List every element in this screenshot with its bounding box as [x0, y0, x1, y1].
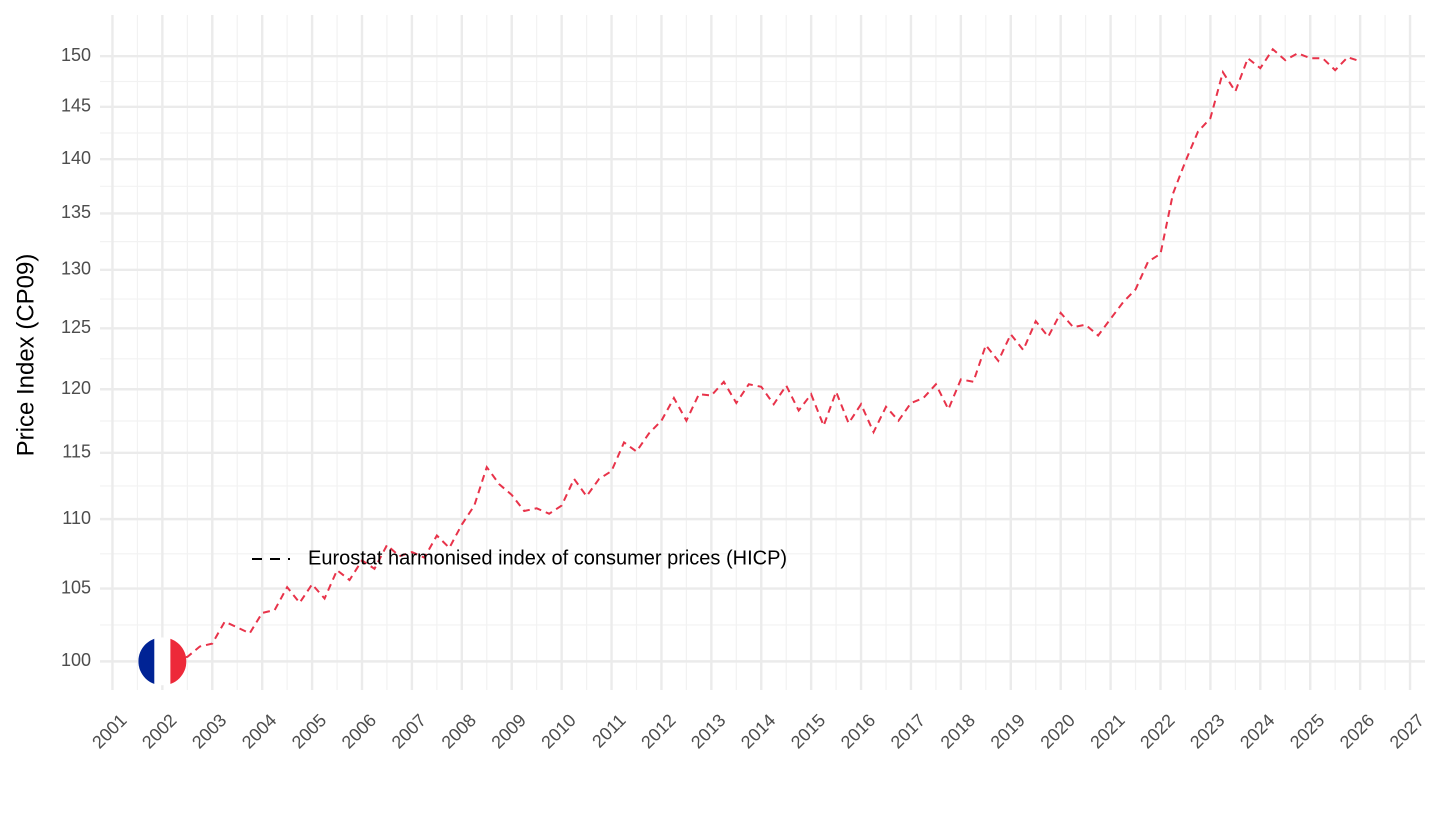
x-tick-label: 2006 — [338, 710, 380, 752]
x-tick-label: 2002 — [138, 710, 180, 752]
x-tick-label: 2015 — [787, 710, 829, 752]
y-tick-label: 150 — [61, 45, 91, 65]
y-tick-label: 115 — [62, 442, 91, 462]
x-tick-label: 2016 — [837, 710, 879, 752]
x-tick-label: 2020 — [1036, 710, 1078, 752]
x-tick-label: 2025 — [1286, 710, 1328, 752]
x-tick-label: 2022 — [1136, 710, 1178, 752]
x-tick-label: 2005 — [288, 710, 330, 752]
flag-blue — [138, 637, 155, 686]
y-tick-label: 100 — [61, 650, 91, 670]
y-tick-label: 140 — [61, 148, 91, 168]
x-tick-label: 2001 — [88, 710, 130, 752]
x-tick-label: 2027 — [1386, 710, 1428, 752]
y-tick-label: 120 — [61, 378, 91, 398]
x-tick-label: 2013 — [687, 710, 729, 752]
legend-label: Eurostat harmonised index of consumer pr… — [308, 547, 787, 569]
y-tick-label: 125 — [61, 317, 91, 337]
flag-red — [170, 637, 187, 686]
y-tick-label: 110 — [62, 508, 91, 528]
x-tick-label: 2012 — [637, 710, 679, 752]
grid — [100, 15, 1425, 690]
x-tick-label: 2007 — [388, 710, 430, 752]
x-tick-label: 2024 — [1236, 710, 1278, 752]
x-tick-label: 2026 — [1336, 710, 1378, 752]
x-tick-label: 2004 — [238, 710, 280, 752]
data-line — [162, 47, 1361, 663]
x-tick-label: 2009 — [487, 710, 529, 752]
x-tick-label: 2021 — [1086, 710, 1128, 752]
flag-white — [154, 637, 171, 686]
x-tick-label: 2003 — [188, 710, 230, 752]
x-tick-label: 2023 — [1186, 710, 1228, 752]
x-tick-label: 2019 — [987, 710, 1029, 752]
x-tick-label: 2010 — [537, 710, 579, 752]
y-tick-label: 105 — [61, 577, 91, 597]
x-tick-label: 2011 — [588, 710, 630, 752]
y-tick-label: 145 — [61, 96, 91, 116]
y-axis-label: Price Index (CP09) — [12, 254, 39, 457]
y-tick-label: 135 — [61, 202, 91, 222]
x-tick-label: 2008 — [438, 710, 480, 752]
flag-icon — [138, 637, 187, 686]
x-tick-label: 2014 — [737, 710, 779, 752]
y-tick-label: 130 — [61, 259, 91, 279]
x-tick-label: 2017 — [887, 710, 929, 752]
x-tick-label: 2018 — [937, 710, 979, 752]
